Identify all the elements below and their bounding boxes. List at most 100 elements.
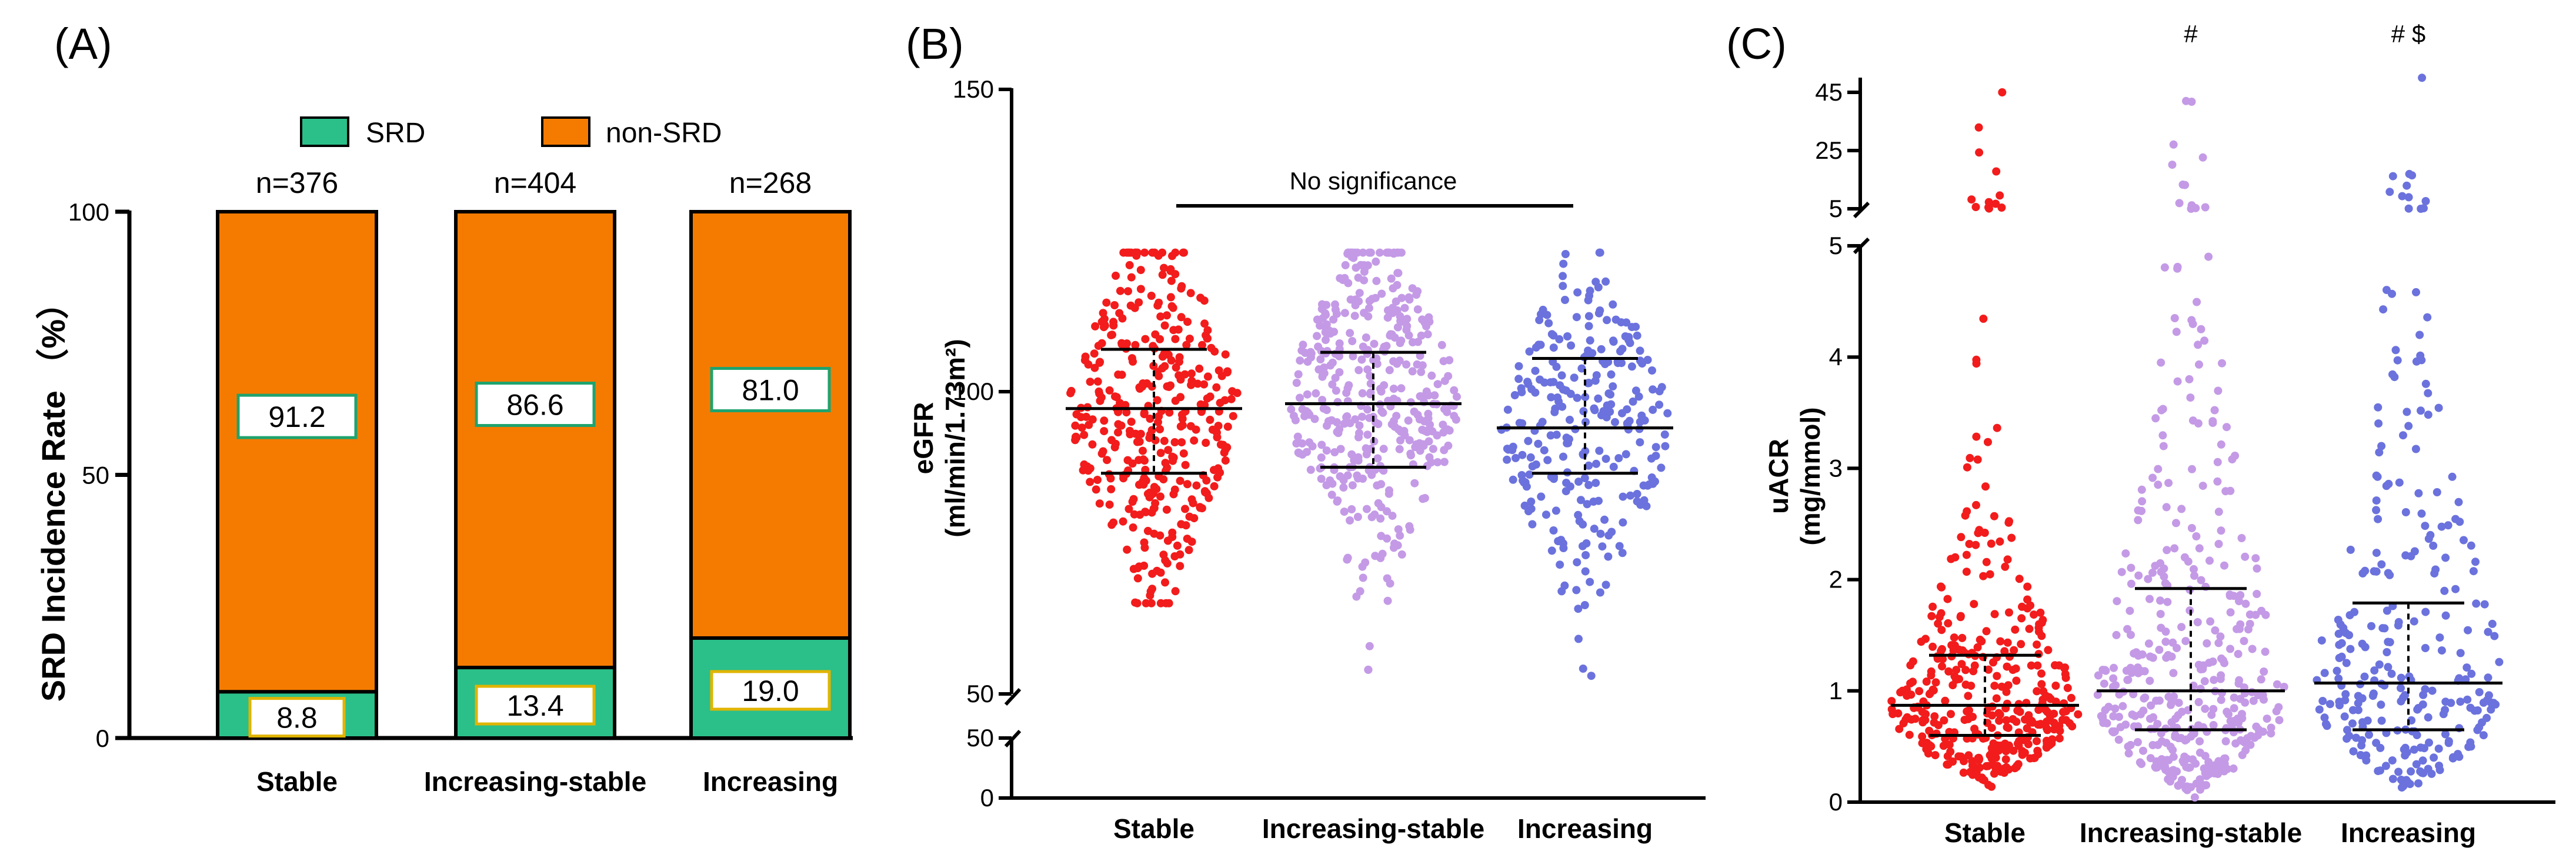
data-point	[1922, 677, 1931, 686]
data-point	[1950, 672, 1959, 680]
y-tick-label: 25	[1815, 136, 1843, 164]
data-point	[2013, 762, 2021, 770]
data-point	[1354, 453, 1363, 462]
data-point	[2451, 585, 2460, 593]
data-point	[1584, 312, 1593, 321]
data-point	[1895, 725, 1904, 733]
data-point	[2454, 498, 2463, 506]
data-point	[1995, 716, 2004, 725]
data-point	[2385, 188, 2394, 196]
data-point	[2333, 666, 2341, 675]
data-point	[2343, 726, 2351, 735]
data-point	[1114, 428, 1122, 437]
data-point	[1107, 436, 1116, 445]
data-point	[1156, 492, 1164, 501]
data-point	[1570, 373, 1579, 382]
data-point	[1429, 445, 1437, 453]
data-point	[2067, 693, 2076, 702]
value-label-srd: 8.8	[276, 702, 318, 735]
data-point	[1584, 296, 1593, 305]
data-point	[2421, 379, 2430, 388]
data-point	[1317, 305, 1326, 313]
data-point	[1127, 418, 1136, 426]
data-point	[1981, 482, 1990, 491]
data-point	[1082, 412, 1090, 421]
data-point	[2417, 205, 2425, 213]
data-point	[1397, 384, 1406, 393]
data-point	[1142, 508, 1150, 516]
data-point	[2037, 680, 2046, 689]
data-point	[1151, 436, 1160, 445]
data-point	[1162, 599, 1170, 607]
data-point	[2401, 691, 2410, 700]
data-point	[2334, 629, 2343, 638]
data-point	[1160, 321, 1169, 330]
data-point	[1216, 440, 1225, 449]
data-point	[2240, 738, 2249, 747]
data-point	[2190, 565, 2198, 573]
data-point	[2033, 640, 2041, 649]
data-point	[1347, 505, 1356, 513]
data-point	[1980, 529, 1989, 537]
data-point	[2248, 645, 2257, 653]
data-point	[2393, 356, 2402, 365]
data-point	[2139, 746, 2147, 755]
data-point	[1146, 591, 1154, 600]
data-point	[1633, 497, 1641, 506]
data-point	[1229, 412, 1237, 420]
data-point	[2372, 567, 2381, 576]
data-point	[1167, 356, 1176, 365]
data-point	[2235, 625, 2244, 633]
data-point	[1972, 500, 1980, 509]
data-point	[1156, 425, 1164, 433]
data-point	[1326, 361, 1335, 370]
data-point	[2125, 606, 2134, 615]
data-point	[1129, 357, 1137, 366]
data-point	[1373, 481, 1382, 490]
data-point	[1340, 508, 1349, 516]
data-point	[2220, 754, 2228, 763]
data-point	[2490, 632, 2499, 640]
y-tick-label: 45	[1815, 78, 1843, 106]
value-box-non-srd	[236, 393, 358, 439]
data-point	[1946, 747, 1955, 756]
value-box-srd	[710, 670, 831, 711]
data-point	[2004, 681, 2013, 690]
data-point	[1591, 278, 1600, 286]
data-point	[1318, 396, 1327, 405]
data-point	[1187, 376, 1196, 385]
data-point	[2360, 672, 2369, 681]
data-point	[1606, 390, 1615, 399]
data-point	[1413, 360, 1422, 369]
data-point	[1187, 369, 1196, 378]
data-point	[2168, 638, 2177, 647]
data-point	[2206, 617, 2215, 626]
data-point	[2455, 518, 2464, 526]
data-point	[1597, 345, 1606, 353]
data-point	[2231, 452, 2240, 460]
y-axis-title-line2: (ml/min/1.73m²)	[940, 339, 970, 537]
data-point	[2098, 666, 2107, 675]
legend-swatch-non-srd	[541, 116, 590, 147]
data-point	[1972, 432, 1981, 441]
data-point	[1322, 336, 1330, 344]
data-point	[1100, 321, 1109, 330]
data-point	[1590, 404, 1599, 413]
data-point	[2108, 727, 2117, 736]
data-point	[2004, 723, 2013, 732]
data-point	[2161, 637, 2170, 646]
data-point	[1223, 368, 1232, 377]
data-point	[2229, 764, 2238, 773]
data-point	[1626, 491, 1635, 500]
data-point	[1154, 372, 1163, 380]
data-point	[2113, 597, 2121, 606]
stats-c	[1891, 587, 2502, 737]
data-point	[1572, 313, 1581, 322]
y-tick-label: 3	[1829, 454, 1843, 482]
data-point	[2365, 730, 2373, 739]
data-point	[1342, 389, 1351, 397]
y-tick-label: 100	[68, 198, 109, 226]
data-point	[1509, 475, 1517, 484]
data-point	[1135, 480, 1143, 489]
data-point	[1387, 330, 1396, 339]
